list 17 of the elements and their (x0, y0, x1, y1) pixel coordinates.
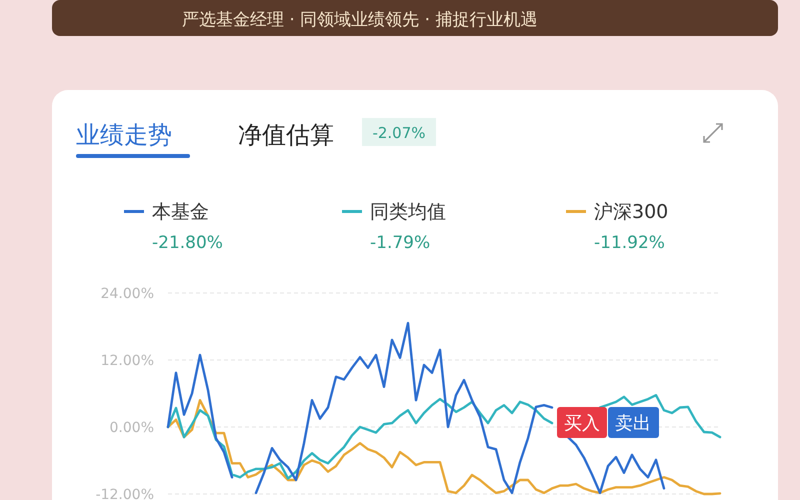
chart-title: 业绩走势 (76, 121, 172, 149)
text: 严选基金经理 · 同领域业绩领先 · 捕捉行业机遇 (182, 10, 538, 30)
legend-label: 沪深300 (594, 201, 668, 223)
text: 净值估算 (238, 121, 334, 149)
y-tick-label: 0.00% (110, 420, 154, 436)
y-tick-label: -12.00% (96, 487, 154, 500)
text: -1.79% (370, 233, 430, 253)
y-tick-label: 12.00% (100, 353, 154, 369)
text: -21.80% (152, 233, 223, 253)
text: -11.92% (594, 233, 665, 253)
legend-label: 本基金 (152, 201, 209, 223)
y-tick-label: 24.00% (100, 286, 154, 302)
annotation: 卖出 (615, 413, 651, 434)
text: -2.07% (372, 124, 426, 142)
legend-label: 同类均值 (370, 201, 446, 223)
line-series (166, 399, 722, 496)
annotation: 买入 (564, 413, 600, 434)
